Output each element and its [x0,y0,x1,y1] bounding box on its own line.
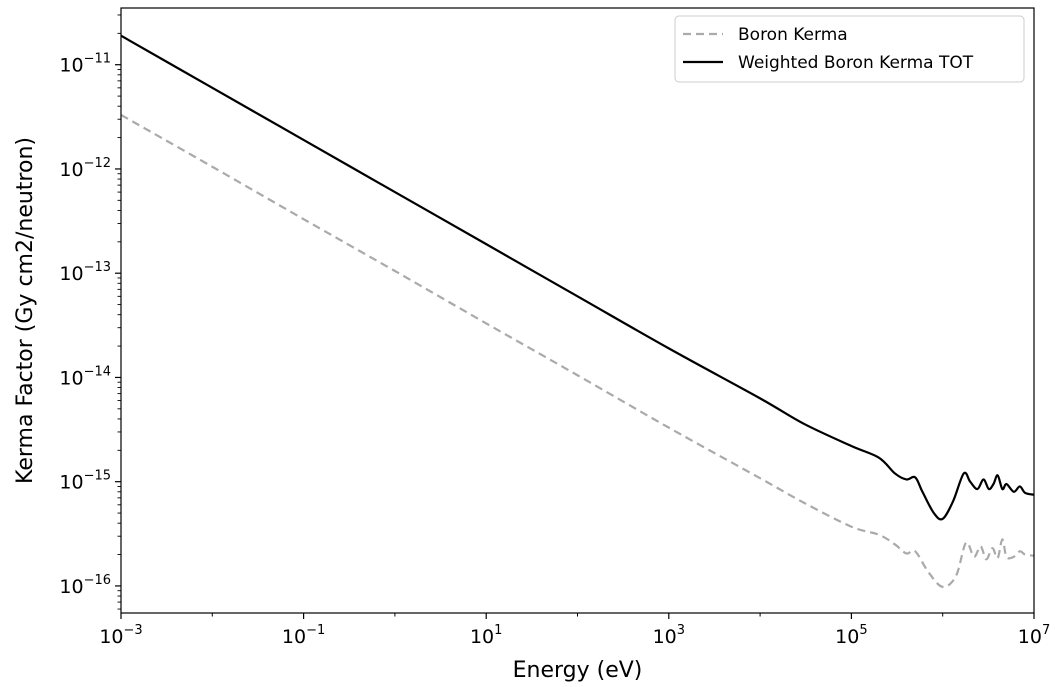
y-tick-label: 10−14 [59,364,111,389]
series-line-boron-kerma [120,113,1035,588]
x-tick-label: 103 [653,623,685,648]
legend-label-weighted-boron-kerma-tot: Weighted Boron Kerma TOT [738,53,974,73]
y-axis-label: Kerma Factor (Gy cm2/neutron) [13,137,38,484]
x-tick-label: 10−1 [282,623,325,648]
x-axis-label: Energy (eV) [513,658,643,683]
axis-tick-labels: 10−3 10−1 101 103 105 107 10−11 10−12 10−13 10−14… [59,52,1050,648]
x-tick-label: 10−3 [99,623,142,648]
legend-box [674,15,1025,83]
legend: Boron Kerma Weighted Boron Kerma TOT [674,15,1025,83]
y-tick-label: 10−16 [59,573,111,598]
x-tick-label: 101 [470,623,502,648]
plot-lines [120,34,1035,588]
y-tick-label: 10−11 [59,52,111,77]
legend-label-boron-kerma: Boron Kerma [738,25,848,45]
y-tick-label: 10−15 [59,469,111,494]
series-line-weighted-boron-kerma-tot [120,34,1035,521]
y-tick-label: 10−13 [59,260,111,285]
x-tick-label: 107 [1018,623,1050,648]
y-tick-label: 10−12 [59,156,111,181]
x-tick-label: 105 [835,623,867,648]
axis-ticks [115,14,1035,619]
